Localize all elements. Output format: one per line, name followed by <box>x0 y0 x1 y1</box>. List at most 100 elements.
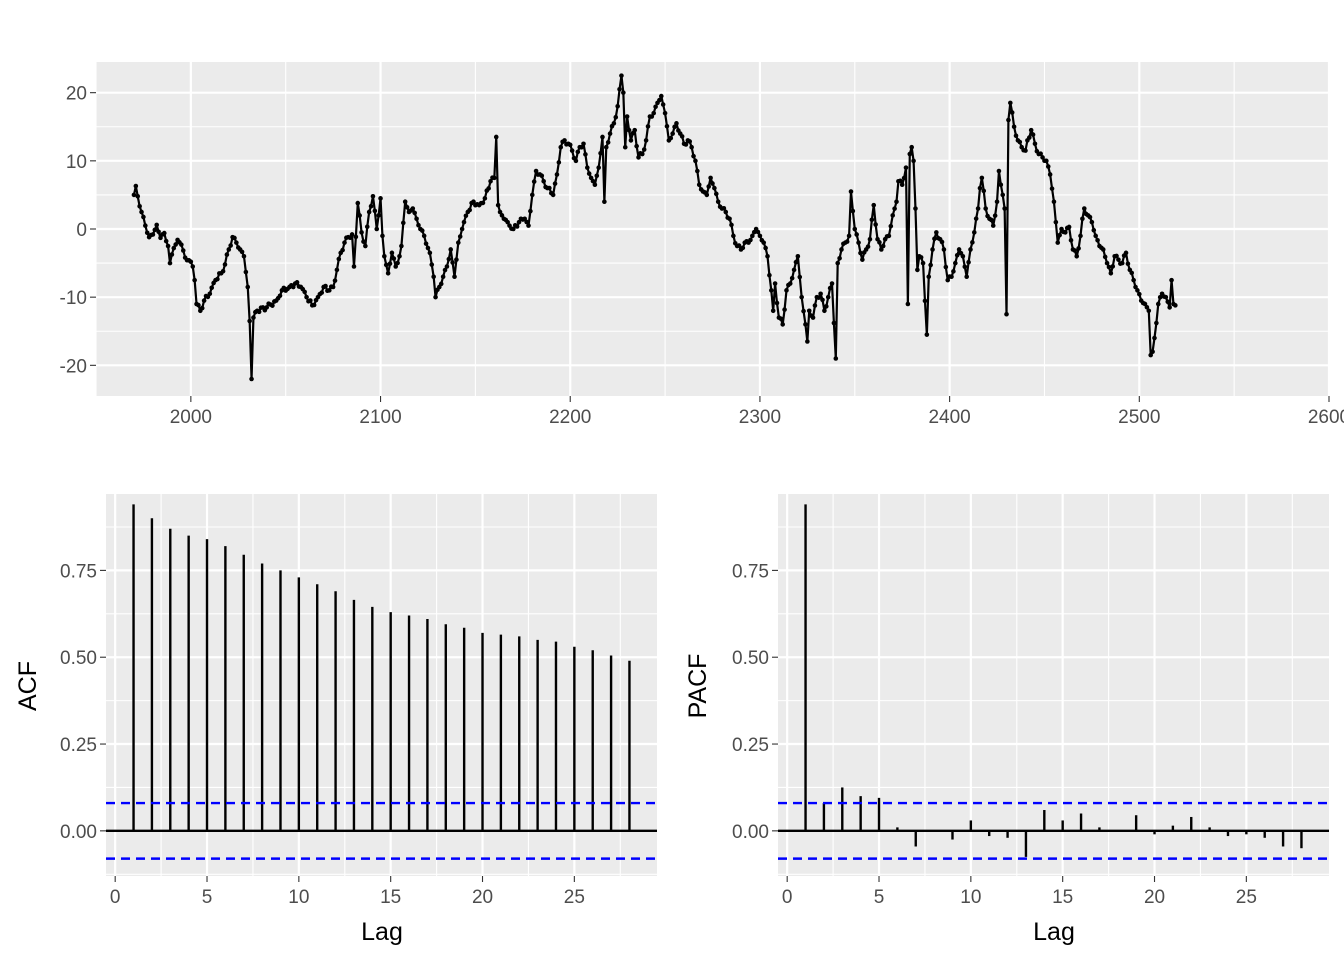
ts-data-point <box>1152 335 1157 341</box>
ts-data-point <box>592 182 598 187</box>
ts-data-point <box>846 233 852 239</box>
ts-data-point <box>550 192 556 198</box>
ts-data-point <box>215 276 220 282</box>
ts-data-point <box>755 229 761 235</box>
ts-data-point <box>992 213 998 218</box>
ts-data-point <box>824 304 829 309</box>
ts-data-point <box>1095 237 1100 243</box>
ts-data-point <box>998 182 1004 187</box>
ts-data-point <box>188 259 194 265</box>
ts-data-point <box>996 168 1002 174</box>
ts-data-point <box>799 294 804 300</box>
ts-data-point <box>1169 277 1174 283</box>
ts-data-point <box>401 220 406 226</box>
ts-y-tick-label: -20 <box>60 356 87 377</box>
ts-data-point <box>137 203 142 209</box>
ts-data-point <box>727 216 732 222</box>
ts-data-point <box>822 308 827 314</box>
ts-data-point <box>355 200 361 206</box>
ts-data-point <box>277 293 283 299</box>
ts-data-point <box>615 104 620 109</box>
ts-data-point <box>1119 260 1125 266</box>
ts-data-point <box>951 269 956 274</box>
ts-data-point <box>844 239 850 244</box>
ts-data-point <box>378 196 383 201</box>
ts-data-point <box>1049 186 1055 191</box>
ts-data-point <box>199 305 205 311</box>
ts-data-point <box>1074 253 1080 259</box>
ts-data-point <box>932 236 937 242</box>
ts-data-point <box>854 232 859 237</box>
ts-data-point <box>918 255 924 260</box>
ts-data-point <box>340 247 345 253</box>
ts-data-point <box>600 134 605 140</box>
ts-data-point <box>1026 135 1032 140</box>
ts-data-point <box>898 178 903 184</box>
acf-y-tick-label: 0.50 <box>60 648 97 669</box>
ts-data-point <box>165 243 171 249</box>
ts-data-point <box>930 247 935 252</box>
ts-data-point <box>528 208 533 214</box>
ts-data-point <box>311 302 317 308</box>
ts-data-point <box>975 206 981 211</box>
ts-data-point <box>945 277 951 283</box>
ts-data-point <box>1116 257 1121 262</box>
pacf-y-tick-label: 0.75 <box>732 561 769 582</box>
ts-data-point <box>410 206 416 211</box>
ts-data-point <box>865 244 871 249</box>
ts-data-point <box>970 240 975 245</box>
ts-data-point <box>456 240 461 245</box>
ts-data-point <box>264 305 270 310</box>
ts-data-point <box>133 183 139 189</box>
ts-data-point <box>374 226 380 232</box>
ts-data-point <box>442 267 448 273</box>
ts-data-point <box>924 332 930 337</box>
ts-data-point <box>605 140 611 145</box>
ts-data-point <box>586 171 592 176</box>
ts-data-point <box>793 259 799 265</box>
ts-data-point <box>806 308 812 314</box>
acf-x-tick-label: 5 <box>202 887 213 908</box>
ts-data-point <box>713 191 719 197</box>
ts-x-tick-label: 2400 <box>928 407 970 428</box>
ts-data-point <box>805 339 810 344</box>
ts-data-point <box>402 199 408 205</box>
ts-data-point <box>1006 117 1011 123</box>
ts-data-point <box>660 102 666 107</box>
ts-data-point <box>617 86 622 92</box>
ts-data-point <box>953 260 958 266</box>
ts-data-point <box>192 277 197 283</box>
ts-data-point <box>922 298 928 304</box>
ts-data-point <box>1011 124 1017 130</box>
ts-data-point <box>1167 305 1172 310</box>
ts-data-point <box>270 303 275 308</box>
ts-data-point <box>431 274 436 280</box>
ts-data-point <box>670 131 675 136</box>
ts-data-point <box>833 356 839 361</box>
ts-data-point <box>372 208 378 214</box>
ts-data-point <box>710 181 715 186</box>
ts-data-point <box>1047 172 1053 177</box>
ts-data-point <box>222 262 228 267</box>
ts-data-point <box>482 196 488 201</box>
ts-data-point <box>370 193 376 199</box>
ts-data-point <box>488 178 493 184</box>
ts-data-point <box>594 173 600 179</box>
ts-data-point <box>393 264 399 269</box>
ts-data-point <box>990 223 996 228</box>
ts-data-point <box>1135 288 1140 293</box>
ts-data-point <box>471 199 476 205</box>
pacf-x-tick-label: 25 <box>1236 887 1257 908</box>
ts-data-point <box>556 160 562 165</box>
ts-data-point <box>810 315 816 320</box>
time-series-panel: 2000 2100 2200 2300 2400 2500 2600 -20 -10 0 10 20 <box>60 62 1344 428</box>
ts-data-point <box>983 206 988 211</box>
ts-data-point <box>562 138 567 143</box>
ts-data-point <box>1078 233 1083 239</box>
ts-data-point <box>249 376 254 382</box>
ts-data-point <box>894 199 899 205</box>
ts-data-point <box>679 134 685 139</box>
ts-data-point <box>748 237 753 243</box>
pacf-ylabel: PACF <box>684 654 712 719</box>
ts-data-point <box>1023 148 1028 153</box>
